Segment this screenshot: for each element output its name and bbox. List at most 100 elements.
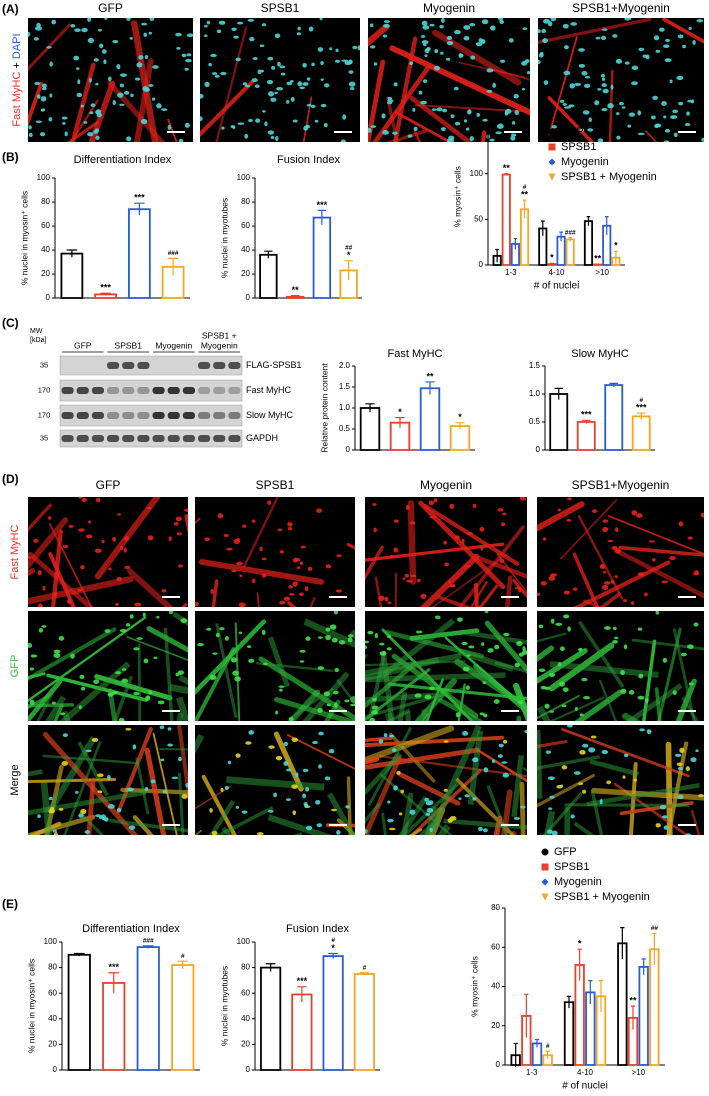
nucleus — [490, 25, 496, 31]
nucleus — [279, 600, 286, 605]
error-bar — [328, 952, 338, 959]
significance: ## — [345, 245, 353, 252]
significance: # — [331, 937, 335, 944]
nucleus — [544, 703, 550, 709]
y-axis-label: % nuclei in myosin⁺ cells — [19, 191, 29, 285]
nucleus — [469, 136, 474, 142]
nucleus — [211, 72, 218, 75]
nucleus — [543, 80, 549, 85]
nucleus — [206, 20, 211, 25]
fiber — [28, 789, 147, 816]
blot-strip — [59, 404, 243, 427]
nucleus — [142, 612, 146, 618]
image-title: SPSB1 — [256, 478, 295, 492]
fiber — [28, 551, 94, 607]
nucleus — [148, 690, 153, 695]
nucleus — [40, 96, 47, 102]
blot-band — [213, 387, 226, 394]
y-tick-label: 40 — [241, 245, 250, 254]
fiber — [365, 725, 455, 764]
fiber — [657, 627, 682, 721]
nucleus — [317, 47, 324, 52]
bar — [583, 220, 594, 266]
significance: * — [347, 250, 351, 260]
nucleus — [578, 782, 584, 786]
image-title: Myogenin — [420, 478, 472, 492]
nucleus — [402, 577, 406, 581]
nucleus — [242, 82, 248, 86]
error-bar — [297, 986, 307, 1003]
nucleus — [497, 18, 504, 21]
image-title: SPSB1+Myogenin — [572, 1, 670, 15]
nucleus — [372, 697, 377, 702]
nucleus — [365, 828, 368, 834]
nucleus — [326, 703, 332, 707]
nucleus — [223, 534, 229, 537]
nucleus — [41, 625, 47, 628]
nucleus — [121, 678, 129, 684]
nucleus — [267, 500, 272, 506]
nucleus — [373, 62, 378, 66]
nucleus — [278, 685, 285, 688]
nucleus — [141, 22, 148, 26]
nucleus — [175, 32, 182, 37]
fiber — [402, 782, 460, 835]
nucleus — [491, 759, 496, 763]
fiber — [564, 803, 689, 807]
error-bar — [177, 960, 189, 969]
nucleus — [551, 830, 558, 835]
nucleus — [567, 626, 571, 632]
nucleus — [669, 556, 676, 560]
fiber — [132, 815, 154, 835]
nucleus — [448, 135, 455, 140]
micrograph — [537, 611, 704, 721]
blot-band — [107, 412, 120, 419]
stain-part: Fast MyHC — [11, 72, 23, 127]
nucleus — [236, 561, 243, 566]
legend-marker — [541, 863, 549, 871]
nucleus — [95, 135, 100, 140]
blot-band — [137, 435, 150, 442]
significance: * — [614, 241, 618, 251]
nucleus — [619, 101, 624, 106]
nucleus — [145, 695, 151, 701]
fiber — [200, 79, 255, 138]
blot-strip — [59, 429, 243, 448]
nucleus — [134, 77, 141, 81]
nucleus — [637, 132, 645, 136]
nucleus — [61, 116, 68, 120]
nucleus — [480, 545, 484, 551]
significance: ### — [565, 229, 576, 236]
nucleus — [698, 794, 704, 798]
nucleus — [37, 94, 41, 99]
fiber — [690, 810, 701, 835]
fiber — [109, 818, 188, 833]
significance: *** — [100, 283, 111, 293]
nucleus — [415, 630, 423, 634]
nucleus — [602, 526, 609, 533]
nucleus — [275, 136, 279, 142]
nucleus — [317, 707, 323, 713]
nucleus — [37, 570, 42, 576]
bar — [549, 393, 569, 451]
nucleus — [146, 506, 152, 510]
blot-band — [107, 435, 120, 442]
nucleus — [480, 39, 486, 45]
nucleus — [614, 636, 619, 640]
nucleus — [299, 561, 304, 566]
nucleus — [429, 827, 433, 832]
nucleus — [433, 498, 438, 503]
lane-group: SPSB1 + — [202, 330, 237, 340]
nucleus — [224, 785, 229, 790]
significance: *** — [134, 193, 145, 203]
y-tick-label: 40 — [491, 982, 500, 991]
nucleus — [425, 801, 432, 806]
blot-band — [137, 362, 150, 369]
nucleus — [372, 503, 377, 506]
nucleus — [542, 38, 549, 44]
nucleus — [47, 516, 52, 520]
nucleus — [648, 540, 655, 543]
error-bar — [344, 260, 353, 280]
nucleus — [312, 740, 318, 745]
nucleus — [542, 18, 550, 24]
